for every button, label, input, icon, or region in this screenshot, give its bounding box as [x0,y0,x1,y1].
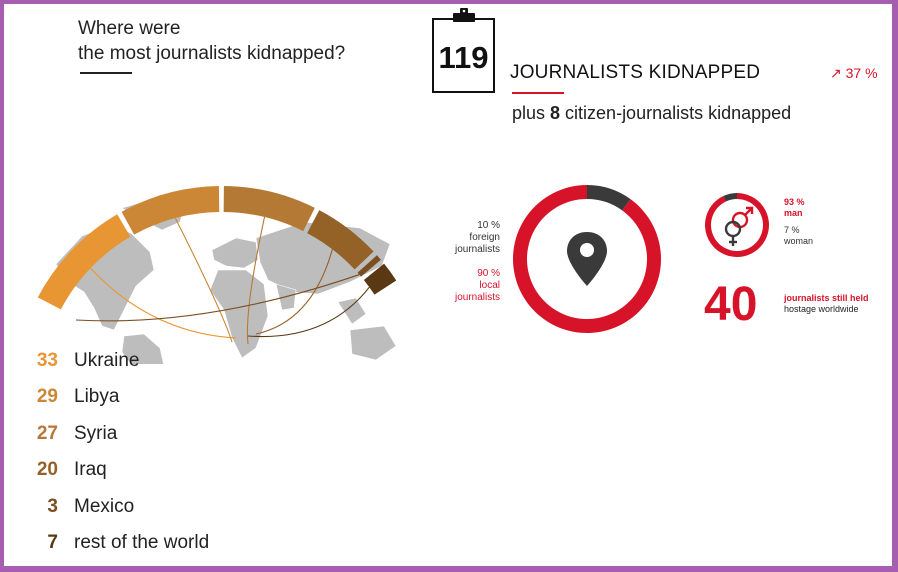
woman-pct: 7 % [784,225,800,235]
label-underline [512,92,564,94]
woman-label: 7 % woman [784,225,813,247]
ring-segment-1 [121,186,220,235]
gender-arcs-slice-1 [723,193,737,202]
legend-value-1: 29 [36,386,58,408]
legend-row-1: 29 Libya [24,386,284,416]
foreign-l1: foreign [469,232,500,243]
legend-value-5: 7 [47,532,58,553]
question-title: Where were the most journalists kidnappe… [78,16,408,66]
connection-line-2 [246,216,266,345]
foreign-pct: 10 % [477,220,500,231]
local-label: 90 % local journalists [424,268,500,304]
legend-row-5: 7 rest of the world [24,532,284,562]
foreign-label: 10 % foreign journalists [424,220,500,256]
gender-icon [724,206,754,246]
legend-value-3: 20 [36,459,58,481]
local-l2: journalists [454,292,500,303]
man-label: 93 % man [784,197,805,219]
legend-row-4: 3 Mexico [24,496,284,526]
country-arc-chart [37,186,397,364]
hostage-line-1: journalists still held [784,293,869,303]
hostage-count: 40 [704,278,758,331]
question-line-2: the most journalists kidnapped? [78,43,346,64]
legend-value-2: 27 [36,422,58,444]
plus-suffix: citizen-journalists kidnapped [560,103,792,123]
location-pin-icon [567,232,607,286]
ring-segment-2 [223,186,315,232]
connection-line-1 [174,217,233,343]
legend-label-4: Mexico [74,495,135,517]
woman-word: woman [784,236,814,246]
origin-donut [513,185,661,333]
ring-segment-4 [357,255,381,277]
legend-label-5: rest of the world [74,532,210,553]
legend-row-3: 20 Iraq [24,459,284,489]
man-pct: 93 % [784,197,805,207]
local-l1: local [479,280,500,291]
connection-line-5 [247,286,370,338]
legend-value-0: 33 [36,350,58,371]
title-underline [80,72,132,74]
legend-label-3: Iraq [74,459,107,481]
legend-label-2: Syria [74,422,118,444]
legend-label-0: Ukraine [74,350,140,371]
hostage-line-2: hostage worldwide [784,304,859,314]
foreign-l2: journalists [454,244,500,255]
connection-line-0 [90,267,237,339]
ring-segment-5 [363,263,397,295]
connection-line-4 [75,274,360,322]
legend-value-4: 3 [47,495,58,517]
hostage-label: journalists still held hostage worldwide [784,293,869,315]
donut-arcs-slice-0 [587,185,631,211]
legend-row-2: 27 Syria [24,423,284,453]
infographic-frame: Where were the most journalists kidnappe… [4,4,892,566]
man-word: man [784,208,803,218]
connection-line-3 [255,249,333,335]
legend-row-0: 33 Ukraine [24,350,284,380]
citizen-journalists-line: plus 8 citizen-journalists kidnapped [512,103,791,124]
legend-label-1: Libya [74,386,120,408]
kidnapped-count: 119 [438,40,489,75]
clipboard-icon [453,8,475,22]
question-line-1: Where were [78,18,181,39]
local-pct: 90 % [477,268,500,279]
gender-donut [705,193,769,257]
citizen-journalists-count: 8 [550,103,561,123]
ring-segment-0 [37,214,131,310]
trend-up-icon: ↗ 37 % [830,65,878,81]
kidnapped-label: JOURNALISTS KIDNAPPED [510,62,761,83]
plus-prefix: plus [512,103,551,123]
ring-segment-3 [307,210,374,270]
